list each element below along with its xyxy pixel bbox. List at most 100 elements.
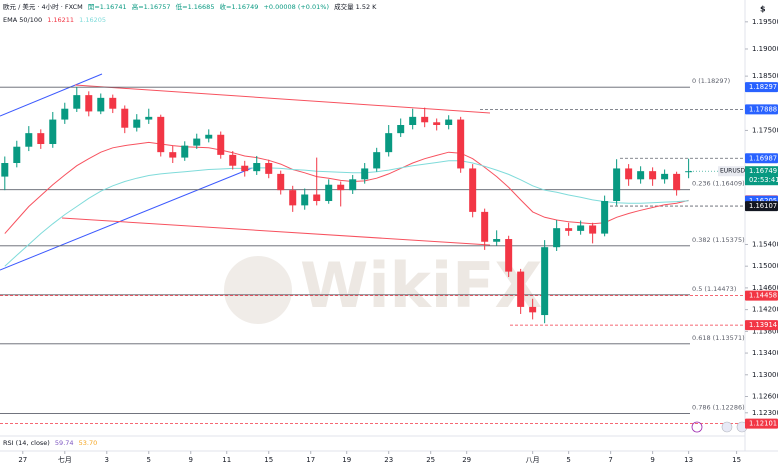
- y-tick-label: 1.19000: [752, 45, 778, 53]
- y-tick-label: 1.13000: [752, 371, 778, 379]
- trend-line: [0, 73, 103, 117]
- y-tick-label: 1.14200: [752, 306, 778, 314]
- currency: $: [760, 5, 766, 14]
- candle-body: [481, 211, 489, 242]
- price-box-label: 1.16987: [749, 154, 777, 162]
- candle-body: [37, 133, 45, 145]
- x-tick-label: 9: [650, 456, 654, 464]
- low: 低=1.16685: [176, 2, 215, 11]
- candle-body: [25, 133, 33, 147]
- candle-body: [577, 225, 585, 231]
- price-box-label: 1.17888: [749, 105, 777, 113]
- price-box-label: 1.18297: [749, 83, 777, 91]
- fib-label: 0.786 (1.12286): [692, 404, 745, 412]
- x-tick-label: 29: [462, 456, 471, 464]
- x-tick-label: 11: [222, 456, 231, 464]
- candle-body: [361, 168, 369, 180]
- ema-value: 1.16211: [47, 16, 74, 24]
- moving-average: [4, 160, 689, 267]
- rsi-label: RSI (14, close): [3, 439, 50, 447]
- candle-body: [553, 228, 561, 248]
- price-box-label: 1.13914: [749, 321, 777, 329]
- rsi-value: 59.74: [55, 439, 74, 447]
- fib-label: 0.618 (1.13571): [692, 334, 745, 342]
- candle-body: [529, 306, 537, 313]
- y-tick-label: 1.14600: [752, 284, 778, 292]
- candle-body: [97, 97, 105, 112]
- y-tick-label: 1.12600: [752, 393, 778, 401]
- change: +0.00008 (+0.01%): [263, 3, 329, 11]
- x-tick-label: 15: [264, 456, 273, 464]
- ema-legend: EMA 50/100 1.16211 1.16205: [3, 16, 106, 24]
- volume: 成交量 1.52 K: [334, 2, 377, 11]
- candle-body: [349, 179, 357, 191]
- price-box-label: 1.12101: [749, 420, 777, 428]
- event-icon[interactable]: [721, 421, 733, 433]
- x-tick-label: 19: [342, 456, 351, 464]
- candle-body: [145, 116, 153, 120]
- candle-body: [421, 116, 429, 123]
- x-tick-label: 17: [306, 456, 315, 464]
- x-tick-label: 9: [189, 456, 193, 464]
- candle-body: [493, 239, 501, 242]
- last-price-label: 1.16749: [749, 167, 777, 175]
- trend-line: [0, 167, 253, 271]
- candle-body: [73, 95, 81, 109]
- ema-value: 1.16205: [79, 16, 106, 24]
- candle-body: [613, 168, 621, 202]
- fib-label: 0 (1.18297): [692, 77, 730, 85]
- price-box-label: 1.16205: [749, 197, 777, 205]
- candle-body: [169, 152, 177, 158]
- candle-body: [637, 171, 645, 180]
- candle-body: [217, 134, 225, 155]
- candle-body: [85, 95, 93, 112]
- candle-body: [625, 168, 633, 180]
- y-tick-label: 1.17500: [752, 126, 778, 134]
- symbol: 欧元 / 美元 · 4小时 · FXCM: [3, 2, 83, 11]
- candle-body: [397, 125, 405, 134]
- candle-body: [301, 194, 309, 206]
- candle-body: [277, 173, 285, 191]
- x-tick-label: 七月: [58, 455, 72, 464]
- price-box: [745, 104, 778, 115]
- close: 收=1.16749: [220, 2, 259, 11]
- price-box-label: 1.16107: [749, 202, 777, 210]
- candle-body: [601, 201, 609, 234]
- candle-body: [325, 184, 333, 202]
- ema-label: EMA 50/100: [3, 16, 42, 24]
- watermark: WikiFX: [300, 249, 542, 322]
- candle-body: [505, 239, 513, 272]
- candle-body: [181, 145, 189, 158]
- y-tick-label: 1.18500: [752, 72, 778, 80]
- high: 高=1.16757: [132, 2, 171, 11]
- event-icon[interactable]: [691, 421, 703, 433]
- candle-body: [193, 138, 201, 146]
- candle-body: [565, 228, 573, 231]
- x-tick-label: 7: [608, 456, 612, 464]
- candle-body: [457, 119, 465, 169]
- moving-average: [4, 141, 689, 234]
- candle-body: [433, 122, 441, 126]
- candle-body: [385, 133, 393, 153]
- fib-label: 0.5 (1.14473): [692, 285, 736, 293]
- candle-body: [49, 119, 57, 145]
- candle-body: [373, 152, 381, 169]
- price-box: [745, 201, 778, 212]
- candle-body: [541, 247, 549, 316]
- fib-label: 0.236 (1.16409): [692, 180, 745, 188]
- price-box: [745, 82, 778, 93]
- candle-body: [589, 225, 597, 234]
- y-tick-label: 1.12300: [752, 409, 778, 417]
- symbol-tag: [718, 166, 745, 177]
- x-tick-label: 八月: [526, 456, 540, 464]
- candle-body: [445, 119, 453, 126]
- candle-body: [265, 163, 273, 174]
- x-tick-label: 25: [426, 456, 435, 464]
- candle-body: [61, 108, 69, 120]
- watermark-logo: [224, 256, 292, 324]
- price-box: [745, 153, 778, 164]
- candle-body: [409, 116, 417, 126]
